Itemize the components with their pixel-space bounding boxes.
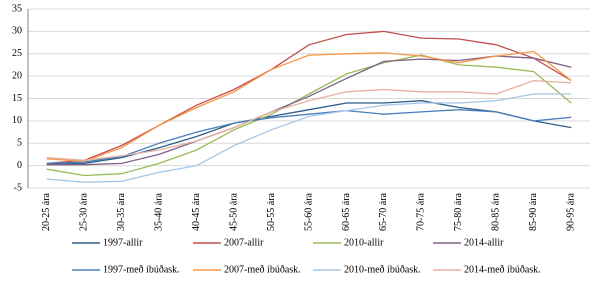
legend-label: 2010-allir xyxy=(344,237,384,248)
x-tick-label: 75-80 ára xyxy=(453,192,464,231)
x-tick-label: 60-65 ára xyxy=(341,192,352,231)
line xyxy=(46,79,572,161)
x-tick-label: 80-85 ára xyxy=(491,192,502,231)
line xyxy=(46,93,572,183)
x-tick-label: 30-35 ára xyxy=(116,192,127,231)
line xyxy=(46,109,572,165)
legend-label: 2007-allir xyxy=(224,237,264,248)
x-tick-label: 45-50 ára xyxy=(228,192,239,231)
line xyxy=(46,50,572,162)
x-tick-label: 55-60 ára xyxy=(303,192,314,231)
legend-label: 1997-allir xyxy=(103,237,143,248)
legend-label: 1997-með íbúðask. xyxy=(103,264,180,275)
x-tick-label: 90-95 ára xyxy=(566,192,577,231)
y-tick-label: 10 xyxy=(12,115,22,126)
x-tick-label: 35-40 ára xyxy=(153,192,164,231)
line xyxy=(46,55,572,166)
x-tick-label: 70-75 ára xyxy=(416,192,427,231)
x-tick-label: 85-90 ára xyxy=(528,192,539,231)
y-tick-label: 30 xyxy=(12,26,22,37)
y-tick-label: 0 xyxy=(17,160,22,171)
y-tick-label: -5 xyxy=(14,182,22,193)
x-tick-label: 65-70 ára xyxy=(378,192,389,231)
line xyxy=(46,54,572,177)
x-tick-label: 20-25 ára xyxy=(41,192,52,231)
y-tick-label: 15 xyxy=(12,93,22,104)
x-tick-label: 25-30 ára xyxy=(78,192,89,231)
y-tick-label: 5 xyxy=(17,138,22,149)
legend-label: 2014-allir xyxy=(464,237,504,248)
y-tick-label: 20 xyxy=(12,70,22,81)
legend-label: 2010-með íbúðask. xyxy=(344,264,421,275)
x-tick-label: 50-55 ára xyxy=(266,192,277,231)
y-tick-label: 25 xyxy=(12,48,22,59)
y-tick-label: 35 xyxy=(12,3,22,14)
x-tick-label: 40-45 ára xyxy=(191,192,202,231)
line xyxy=(46,30,572,165)
legend-label: 2007-með íbúðask. xyxy=(224,264,301,275)
legend-label: 2014-með íbúðask. xyxy=(464,264,541,275)
